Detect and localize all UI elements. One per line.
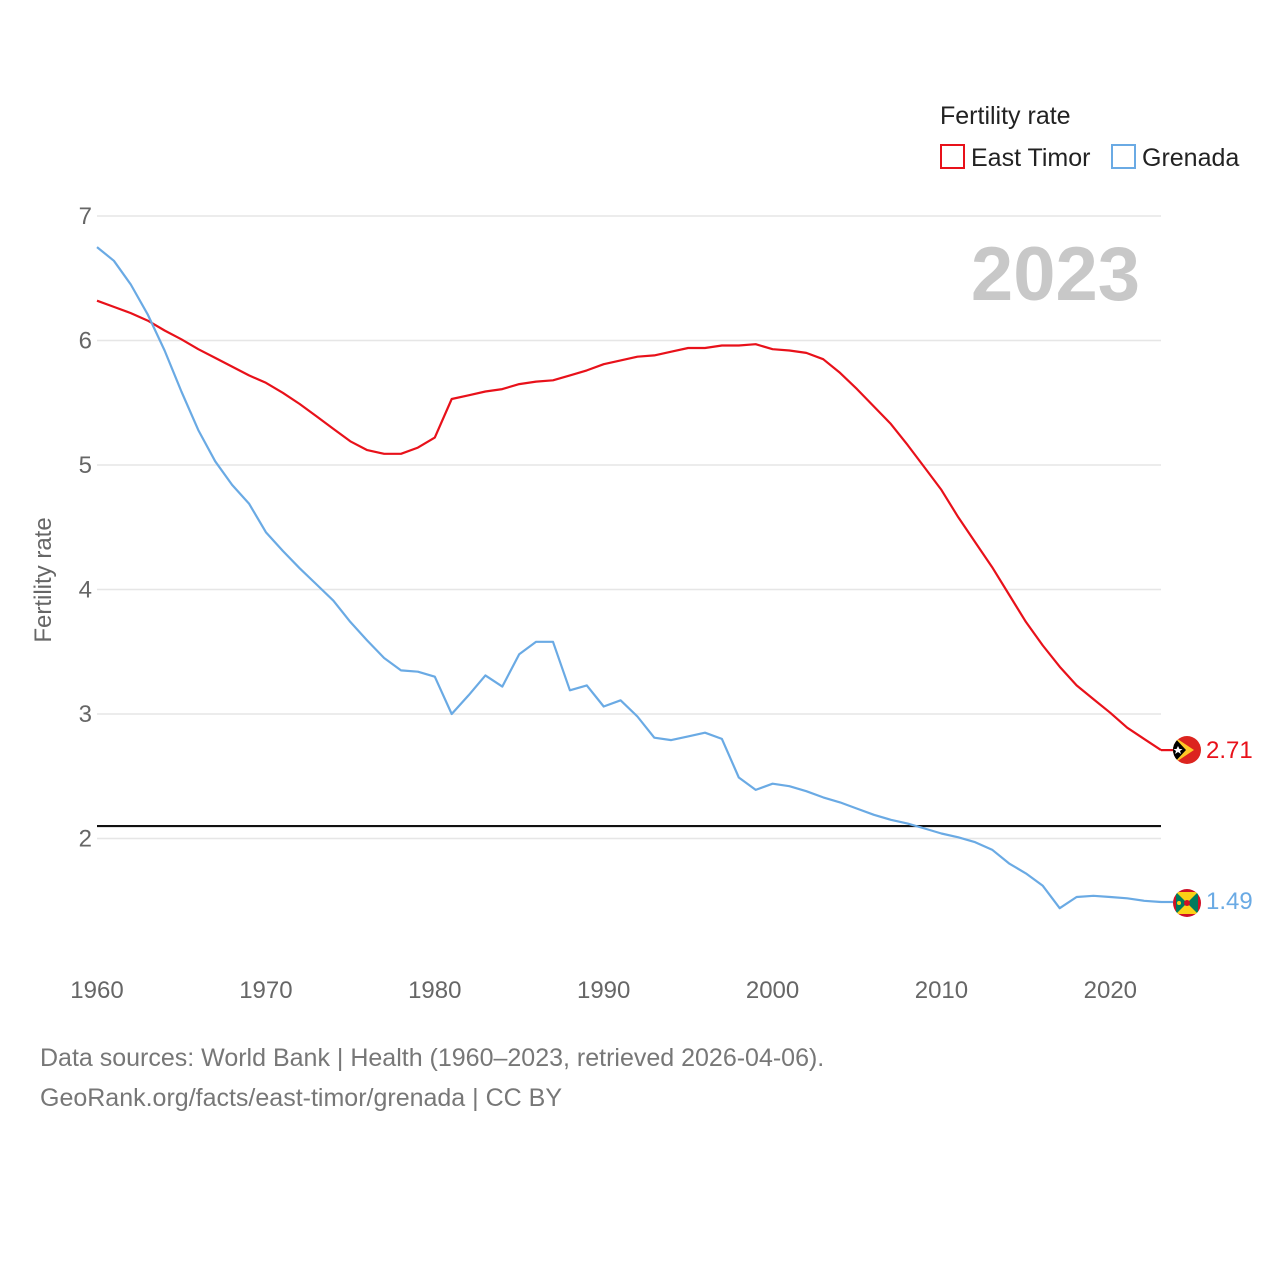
y-axis: 2 3 4 5 6 7 [79, 203, 92, 853]
grenada-end-label: 1.49 [1206, 888, 1253, 915]
x-tick-label: 1990 [577, 977, 630, 1004]
legend-label-east-timor: East Timor [971, 144, 1090, 172]
legend-label-grenada: Grenada [1142, 144, 1239, 172]
legend-title: Fertility rate [940, 102, 1071, 130]
y-tick-label: 4 [79, 577, 92, 604]
current-year-label: 2023 [971, 232, 1140, 317]
x-tick-label: 1960 [70, 977, 123, 1004]
x-tick-label: 2010 [915, 977, 968, 1004]
y-tick-label: 6 [79, 328, 92, 355]
x-tick-label: 1970 [239, 977, 292, 1004]
x-tick-label: 1980 [408, 977, 461, 1004]
y-axis-label: Fertility rate [30, 517, 57, 642]
legend: Fertility rate East Timor Grenada [940, 102, 1239, 172]
y-tick-label: 5 [79, 452, 92, 479]
line-chart: 2 3 4 5 6 7 1960 1970 1980 1990 2000 2010 2020 Fert… [30, 102, 1253, 1004]
y-tick-label: 2 [79, 826, 92, 853]
series-line-grenada [96, 246, 1162, 910]
east-timor-end-label: 2.71 [1206, 737, 1253, 764]
series-line-east-timor [96, 299, 1162, 752]
legend-swatch-grenada [1111, 144, 1136, 169]
x-tick-label: 2020 [1084, 977, 1137, 1004]
grid [97, 215, 1161, 840]
legend-swatch-east-timor [940, 144, 965, 169]
y-tick-label: 3 [79, 701, 92, 728]
footer-credit: GeoRank.org/facts/east-timor/grenada | C… [40, 1084, 562, 1112]
east-timor-flag-icon [1173, 736, 1201, 764]
x-tick-label: 2000 [746, 977, 799, 1004]
series-group [96, 246, 1173, 910]
x-axis: 1960 1970 1980 1990 2000 2010 2020 [70, 977, 1137, 1004]
grenada-flag-icon [1173, 889, 1201, 917]
y-tick-label: 7 [79, 203, 92, 230]
footer-source: Data sources: World Bank | Health (1960–… [40, 1044, 825, 1072]
